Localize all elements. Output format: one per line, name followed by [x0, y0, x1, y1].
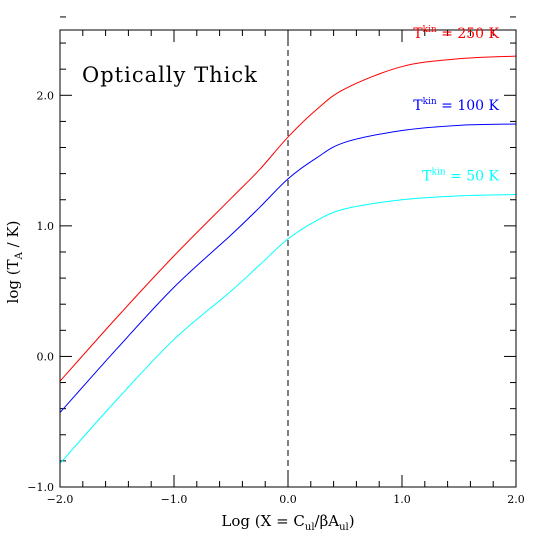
x-tick-label: 1.0 [393, 493, 411, 506]
series-line [59, 194, 517, 464]
y-tick-label: 2.0 [37, 89, 55, 102]
series-line [59, 55, 517, 382]
series-lines [59, 55, 517, 464]
y-axis-label: log (TA / K) [4, 221, 25, 304]
series-label: Tkin = 100 K [413, 97, 499, 114]
series-labels: Tkin = 250 K Tkin = 100 K Tkin = 50 K [413, 25, 499, 184]
x-tick-label: −1.0 [161, 493, 188, 506]
series-label: Tkin = 250 K [413, 25, 499, 42]
plot-frame [59, 29, 517, 488]
x-tick-label: −2.0 [47, 493, 74, 506]
x-tick-label: 0.0 [279, 493, 297, 506]
x-tick-labels: −2.0 −1.0 0.0 1.0 2.0 [47, 493, 525, 506]
y-tick-label: 1.0 [37, 220, 55, 233]
series-line [59, 123, 517, 413]
y-tick-label: −1.0 [27, 481, 54, 494]
axis-ticks [59, 16, 517, 488]
x-axis-label: Log (X = Cul/βAul) [221, 512, 354, 533]
x-tick-label: 2.0 [507, 493, 525, 506]
y-tick-labels: −1.0 0.0 1.0 2.0 [27, 89, 54, 494]
series-label: Tkin = 50 K [422, 168, 499, 185]
annotation-text: Optically Thick [82, 63, 258, 87]
y-tick-label: 0.0 [37, 350, 55, 363]
